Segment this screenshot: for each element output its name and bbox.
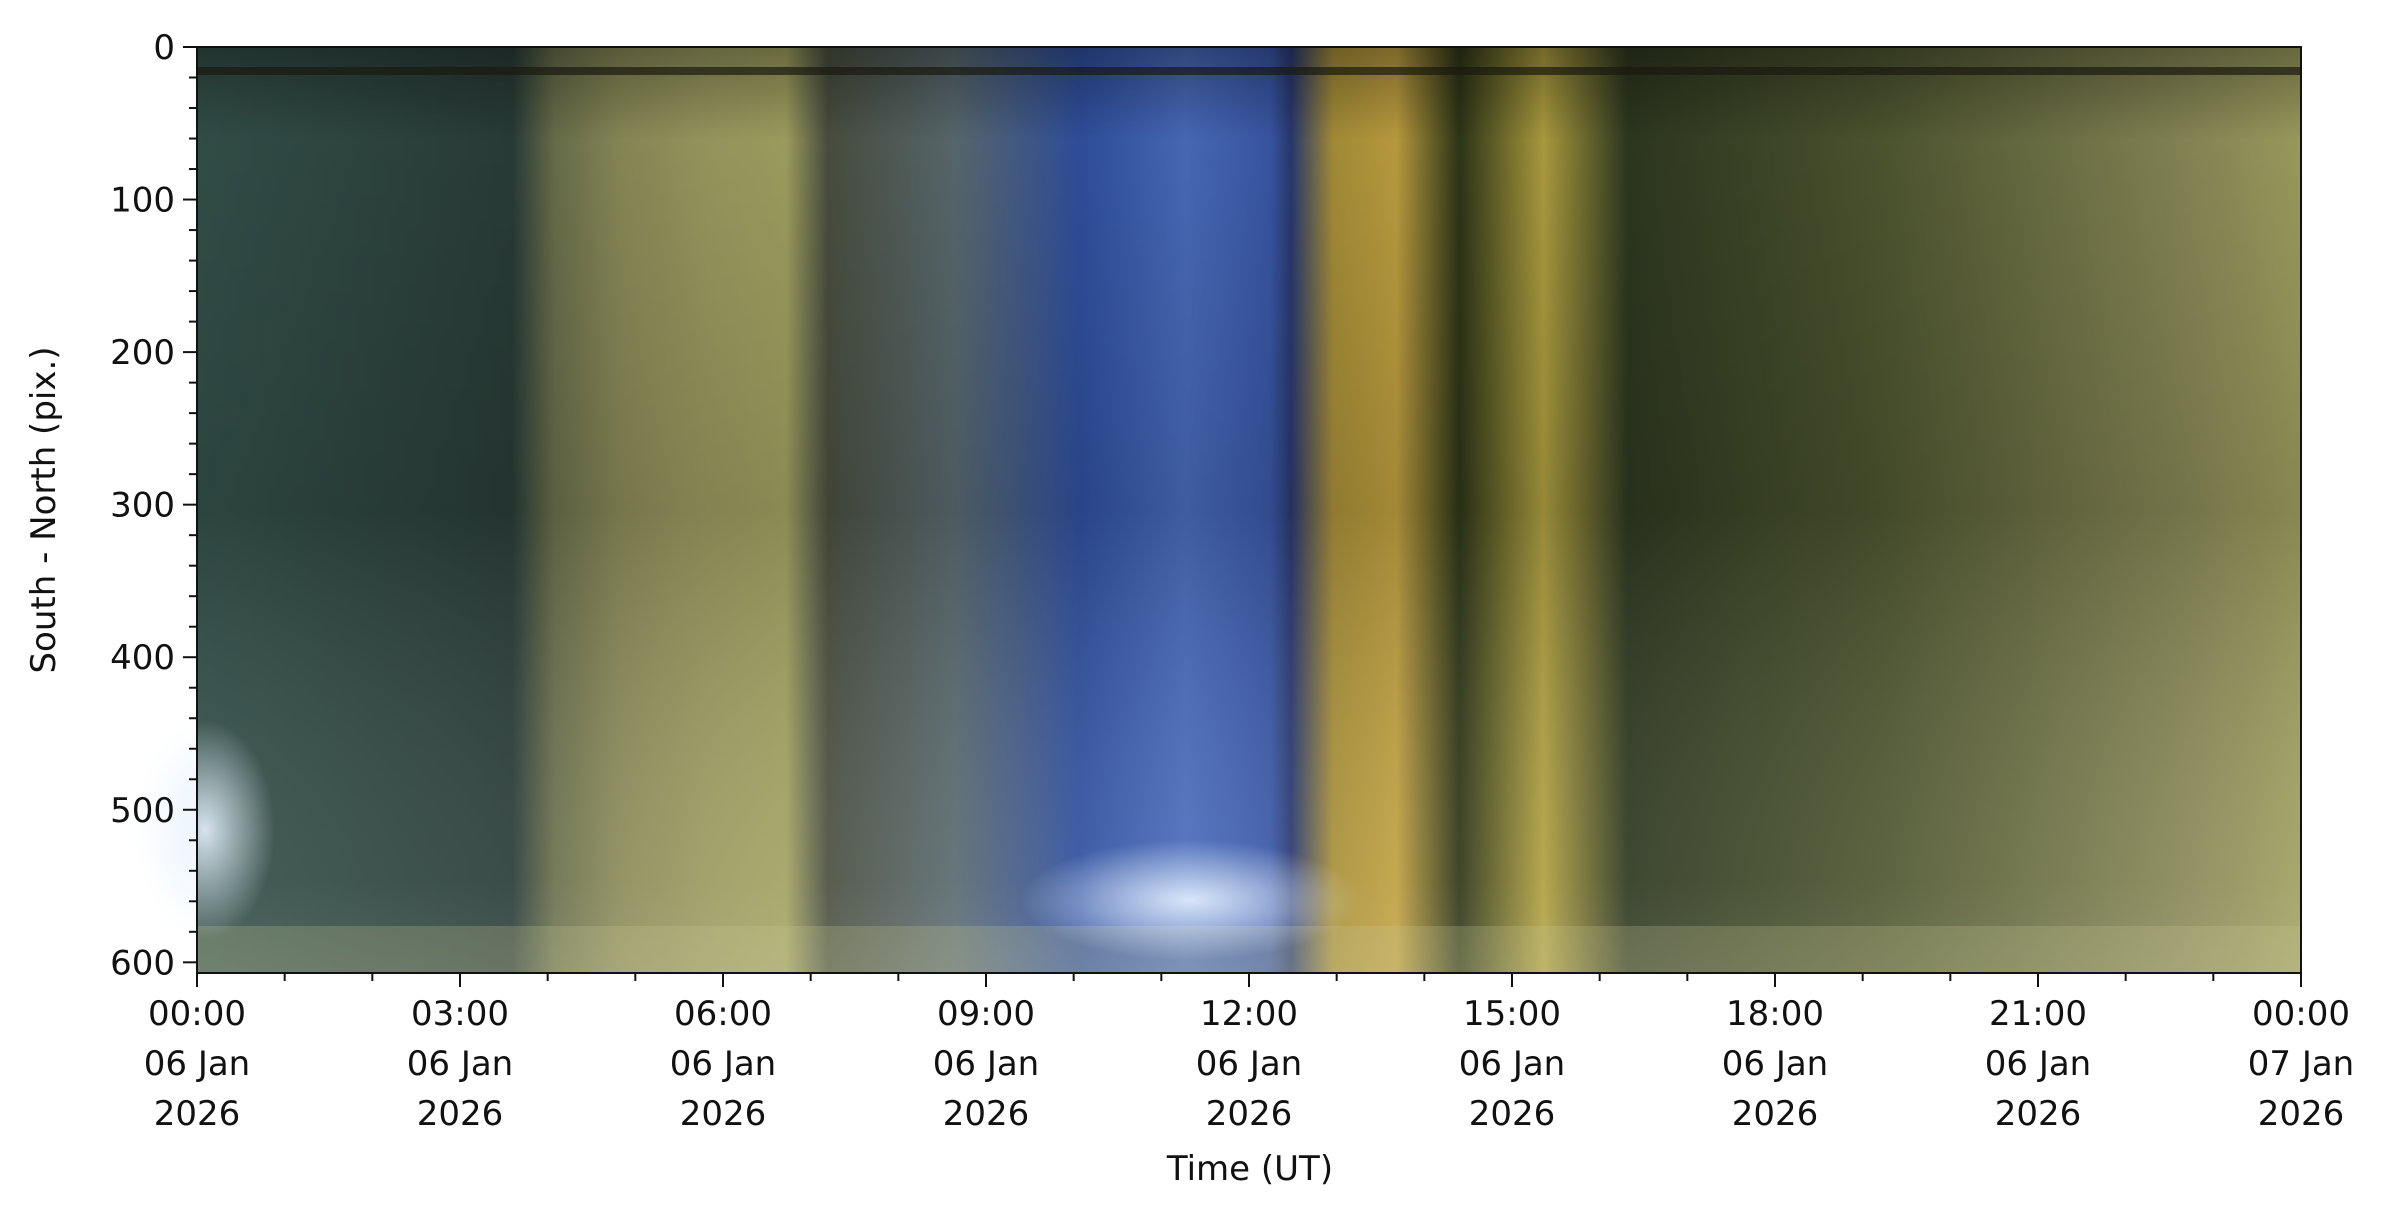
- x-tick-label: 21:00 06 Jan 2026: [1985, 994, 2091, 1134]
- x-tick-label-line: 00:00: [2252, 994, 2350, 1034]
- x-tick-label-line: 2026: [943, 1094, 1030, 1134]
- x-axis-label: Time (UT): [1166, 1149, 1333, 1189]
- x-tick-label-line: 06 Jan: [1196, 1044, 1302, 1084]
- x-tick-label-line: 09:00: [937, 994, 1035, 1034]
- x-tick-label: 12:00 06 Jan 2026: [1196, 994, 1302, 1134]
- y-tick-label: 0: [153, 28, 175, 68]
- x-tick-label-line: 06 Jan: [144, 1044, 250, 1084]
- x-tick-label-line: 18:00: [1726, 994, 1824, 1034]
- x-tick-label-line: 07 Jan: [2248, 1044, 2354, 1084]
- x-tick-label-line: 2026: [417, 1094, 504, 1134]
- x-tick-label-line: 2026: [1206, 1094, 1293, 1134]
- y-tick-label: 500: [110, 791, 175, 831]
- x-tick-label-line: 21:00: [1989, 994, 2087, 1034]
- x-tick-label-line: 06 Jan: [1722, 1044, 1828, 1084]
- x-tick-label-line: 2026: [2258, 1094, 2345, 1134]
- x-tick-label: 09:00 06 Jan 2026: [933, 994, 1039, 1134]
- y-tick-label: 400: [110, 638, 175, 678]
- x-tick-label: 00:00 06 Jan 2026: [144, 994, 250, 1134]
- x-tick-label-line: 06 Jan: [933, 1044, 1039, 1084]
- x-tick-label: 00:00 07 Jan 2026: [2248, 994, 2354, 1134]
- x-tick-label-line: 2026: [1732, 1094, 1819, 1134]
- x-tick-label: 06:00 06 Jan 2026: [670, 994, 776, 1134]
- y-tick-label: 200: [110, 333, 175, 373]
- x-tick-label-line: 15:00: [1463, 994, 1561, 1034]
- x-tick-label-line: 06 Jan: [670, 1044, 776, 1084]
- y-tick-label: 300: [110, 486, 175, 526]
- y-tick-label: 600: [110, 943, 175, 983]
- x-tick-label: 15:00 06 Jan 2026: [1459, 994, 1565, 1134]
- y-tick-label: 100: [110, 181, 175, 221]
- x-tick-label-line: 00:00: [148, 994, 246, 1034]
- x-tick-label-line: 12:00: [1200, 994, 1298, 1034]
- keogram-image: [135, 47, 2301, 973]
- x-tick-label-line: 03:00: [411, 994, 509, 1034]
- x-tick-label-line: 06 Jan: [407, 1044, 513, 1084]
- x-tick-label-line: 06 Jan: [1459, 1044, 1565, 1084]
- y-axis-label: South - North (pix.): [24, 346, 64, 673]
- x-tick-label-line: 2026: [1469, 1094, 1556, 1134]
- x-tick-label: 03:00 06 Jan 2026: [407, 994, 513, 1134]
- x-tick-label-line: 2026: [1995, 1094, 2082, 1134]
- x-tick-label: 18:00 06 Jan 2026: [1722, 994, 1828, 1134]
- x-tick-label-line: 06:00: [674, 994, 772, 1034]
- x-tick-label-line: 2026: [154, 1094, 241, 1134]
- x-tick-label-line: 2026: [680, 1094, 767, 1134]
- x-tick-label-line: 06 Jan: [1985, 1044, 2091, 1084]
